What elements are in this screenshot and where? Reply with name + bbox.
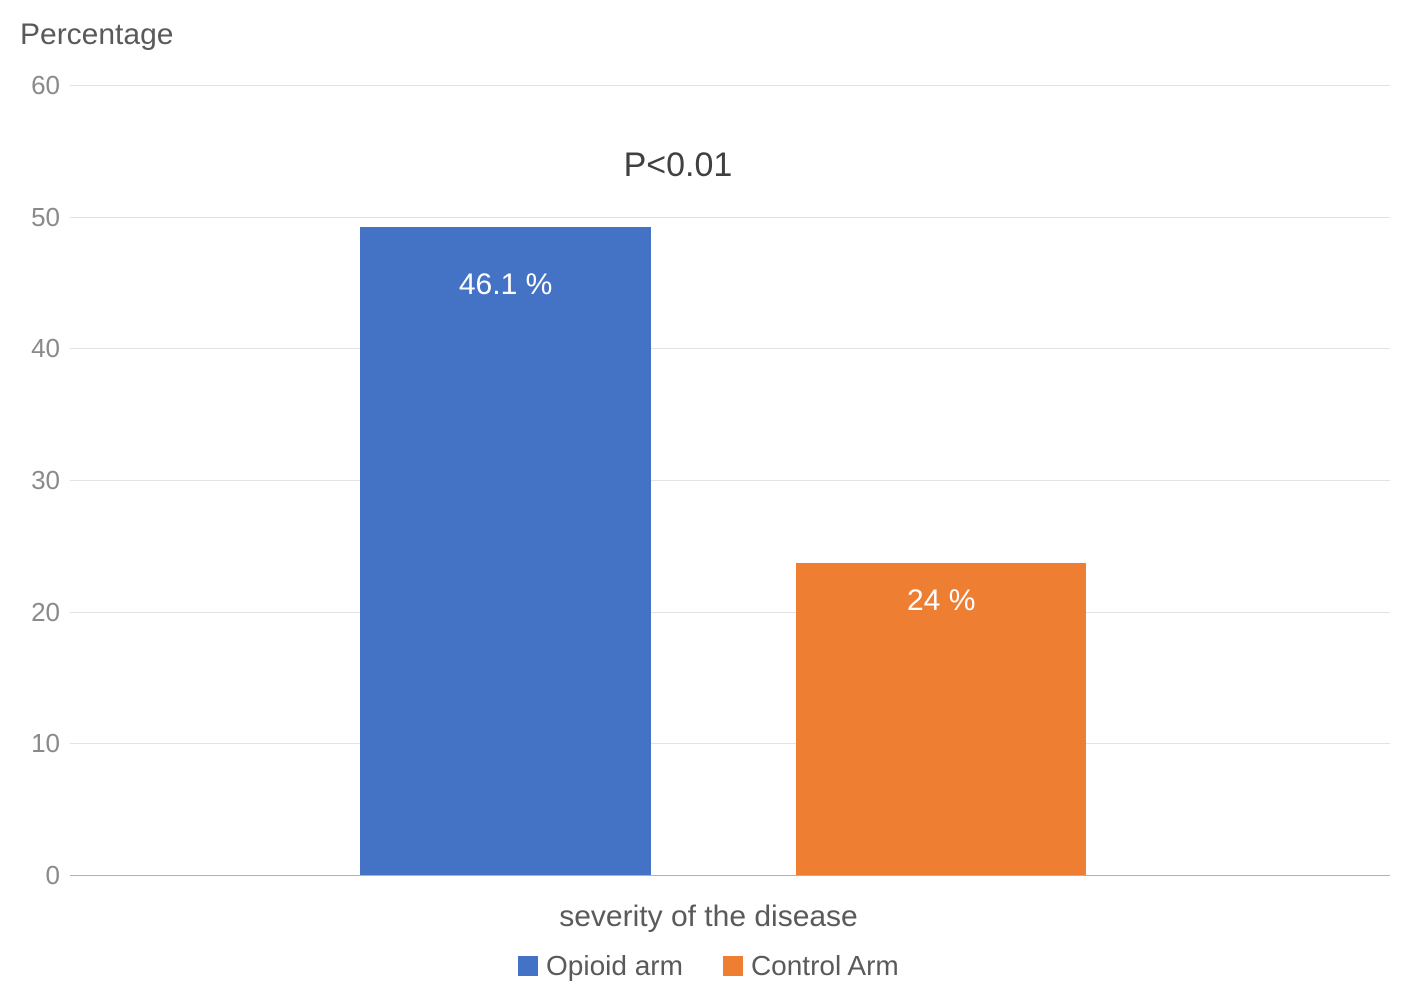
legend-item: Opioid arm	[518, 950, 683, 982]
gridline	[70, 217, 1390, 218]
ytick-label: 50	[15, 202, 60, 233]
gridline	[70, 743, 1390, 744]
baseline	[70, 875, 1390, 876]
legend-swatch	[518, 956, 538, 976]
gridline	[70, 348, 1390, 349]
ytick-label: 20	[15, 597, 60, 628]
y-axis-title: Percentage	[20, 18, 173, 52]
bar-label: 24 %	[796, 584, 1086, 618]
legend-item: Control Arm	[723, 950, 899, 982]
legend-label: Opioid arm	[546, 950, 683, 982]
legend: Opioid arm Control Arm	[518, 950, 899, 982]
ytick-label: 30	[15, 465, 60, 496]
p-value-annotation: P<0.01	[624, 146, 733, 185]
ytick-label: 10	[15, 728, 60, 759]
legend-label: Control Arm	[751, 950, 899, 982]
bar-label: 46.1 %	[360, 268, 650, 302]
gridline	[70, 612, 1390, 613]
bar-opioid-arm	[360, 227, 650, 875]
plot-area: 010203040506046.1 %24 %P<0.01	[70, 85, 1390, 875]
legend-swatch	[723, 956, 743, 976]
ytick-label: 60	[15, 70, 60, 101]
gridline	[70, 480, 1390, 481]
chart-container: Percentage 0 10 20 30 40 50 60 46.1 % 24 % P<0.01…	[0, 0, 1417, 999]
ytick-label: 0	[15, 860, 60, 891]
ytick-label: 40	[15, 333, 60, 364]
gridline	[70, 85, 1390, 86]
x-axis-title: severity of the disease	[0, 900, 1417, 934]
